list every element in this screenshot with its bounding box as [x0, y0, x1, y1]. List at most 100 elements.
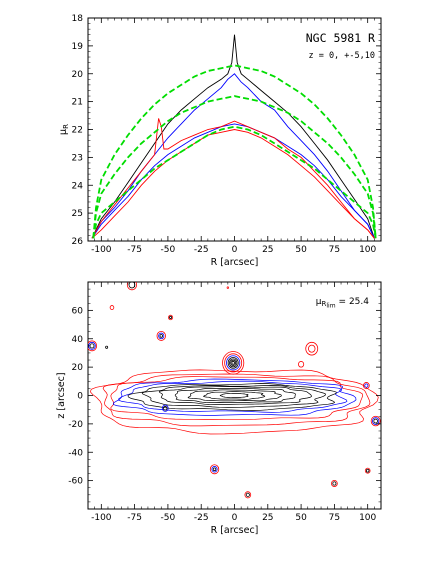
- y-label-sub: R: [62, 124, 70, 129]
- contour-ytick-label-5: 40: [72, 335, 84, 345]
- contour-ticks-group: -100 -75 -50 -25 0 25 50 75 100 -60 -40 -20 0 20 40 60: [68, 282, 382, 523]
- disk-contour-9: [187, 389, 282, 402]
- source-contour-13-5: [230, 359, 237, 366]
- profile-xtick-label-0: -100: [91, 245, 112, 255]
- y-label-mu: μ: [58, 129, 69, 135]
- source-contour-6-0: [209, 464, 220, 475]
- source-contour-14-0: [298, 361, 305, 368]
- chart-subtitle: z = 0, +-5,10: [308, 51, 375, 61]
- contour-xtick-label-7: 75: [329, 513, 340, 523]
- profile-xtick-label-8: 100: [359, 245, 376, 255]
- profile-ytick-label-0: 18: [72, 14, 84, 24]
- source-contour-6-1: [211, 466, 218, 473]
- profile-ytick-label-1: 19: [72, 42, 84, 52]
- source-contour-8-0: [331, 479, 338, 487]
- contour-xtick-label-3: -25: [194, 513, 209, 523]
- source-contour-3-0: [156, 330, 166, 341]
- contour-x-axis-label: R [arcsec]: [211, 525, 259, 536]
- source-contour-4-0: [168, 314, 174, 321]
- ann-value: = 25.4: [339, 297, 370, 307]
- disk-contour-2: [110, 376, 364, 421]
- profile-ytick-label-6: 24: [72, 181, 84, 191]
- source-contour-9-0: [364, 467, 371, 474]
- source-contour-4-1: [169, 315, 173, 320]
- disk-contour-0: [89, 369, 379, 435]
- profile-ytick-label-8: 26: [72, 237, 84, 247]
- disk-contour-10: [202, 391, 266, 400]
- disk-contour-6: [141, 385, 326, 408]
- contour-ytick-label-2: -20: [68, 420, 83, 430]
- contour-xtick-label-0: -100: [91, 513, 112, 523]
- contour-y-axis-label: z [arcsec]: [56, 372, 67, 418]
- source-contour-0-0: [88, 340, 98, 352]
- contour-ytick-label-1: -40: [68, 448, 83, 458]
- ann-sub: R: [321, 300, 326, 308]
- profile-xtick-label-3: -25: [194, 245, 209, 255]
- contour-xtick-label-4: 0: [232, 513, 238, 523]
- source-contour-10-2: [373, 418, 378, 424]
- contour-xtick-label-8: 100: [359, 513, 376, 523]
- source-contour-9-1: [365, 468, 370, 473]
- profile-xtick-label-2: -50: [161, 245, 176, 255]
- disk-contour-5: [127, 383, 337, 411]
- source-contour-11-1: [364, 383, 369, 388]
- contour-ytick-label-3: 0: [77, 392, 83, 402]
- profile-series-3: [91, 118, 375, 239]
- source-contour-13-2: [226, 355, 241, 371]
- source-contour-7-0: [244, 491, 252, 499]
- source-contour-15-0: [305, 341, 319, 356]
- contour-lines-group: [88, 282, 381, 499]
- profile-ytick-label-3: 21: [72, 98, 83, 108]
- profile-x-axis-label: R [arcsec]: [211, 257, 259, 268]
- profile-panel: -100 -75 -50 -25 0 25 50 75 100 18 19 20 21 22 23 24 25 2…: [58, 14, 382, 268]
- contour-ytick-label-4: 20: [72, 363, 84, 373]
- profile-xtick-label-5: 25: [262, 245, 273, 255]
- chart-title: NGC 5981 R: [306, 31, 375, 45]
- source-contour-13-0: [222, 351, 245, 375]
- profile-series-group: [91, 34, 377, 239]
- contour-xtick-label-6: 50: [295, 513, 307, 523]
- profile-series-5: [92, 64, 377, 239]
- profile-xtick-label-7: 75: [329, 245, 340, 255]
- profile-ytick-label-4: 22: [72, 126, 83, 136]
- contour-ytick-label-6: 60: [72, 306, 84, 316]
- disk-contour-1: [102, 373, 371, 427]
- source-contour-13-4: [229, 358, 238, 368]
- source-contour-10-1: [372, 417, 380, 425]
- source-contour-7-1: [245, 492, 250, 497]
- ann-subsub: lim: [326, 303, 335, 310]
- contour-panel: -100 -75 -50 -25 0 25 50 75 100-60-40-200204060 …: [56, 281, 382, 536]
- source-contour-13-6: [231, 361, 235, 365]
- source-contour-10-0: [370, 415, 381, 427]
- profile-ytick-label-7: 25: [72, 209, 83, 219]
- disk-contour-11: [219, 393, 249, 398]
- disk-contour-4: [118, 380, 348, 413]
- profile-series-4: [91, 129, 375, 239]
- source-contour-16-0: [226, 286, 230, 289]
- source-contour-3-2: [159, 334, 163, 338]
- disk-contour-7: [158, 386, 312, 405]
- source-contour-15-1: [308, 344, 316, 353]
- source-contour-0-2: [89, 343, 95, 349]
- source-contour-11-0: [363, 382, 370, 390]
- contour-xtick-label-1: -75: [127, 513, 142, 523]
- source-contour-13-1: [224, 353, 243, 373]
- profile-series-1: [91, 73, 375, 239]
- source-contour-6-2: [212, 467, 217, 472]
- profile-ticks-group: -100 -75 -50 -25 0 25 50 75 100 18 19 20 21 22 23 24 25 2…: [72, 14, 382, 255]
- profile-ytick-label-2: 20: [72, 70, 84, 80]
- contour-xtick-label-2: -50: [161, 513, 176, 523]
- profile-series-0: [91, 34, 375, 239]
- source-contour-5-0: [109, 305, 115, 310]
- source-contour-12-1: [163, 406, 168, 411]
- profile-y-axis-label: μR: [58, 124, 70, 135]
- source-contour-12-0: [161, 404, 169, 412]
- profile-series-6: [92, 95, 377, 239]
- source-contour-13-3: [227, 357, 239, 369]
- profile-xtick-label-1: -75: [127, 245, 142, 255]
- disk-contour-8: [174, 387, 296, 403]
- profile-xtick-label-6: 50: [295, 245, 307, 255]
- source-contour-1-0: [105, 345, 109, 349]
- ann-mu: μ: [316, 297, 322, 307]
